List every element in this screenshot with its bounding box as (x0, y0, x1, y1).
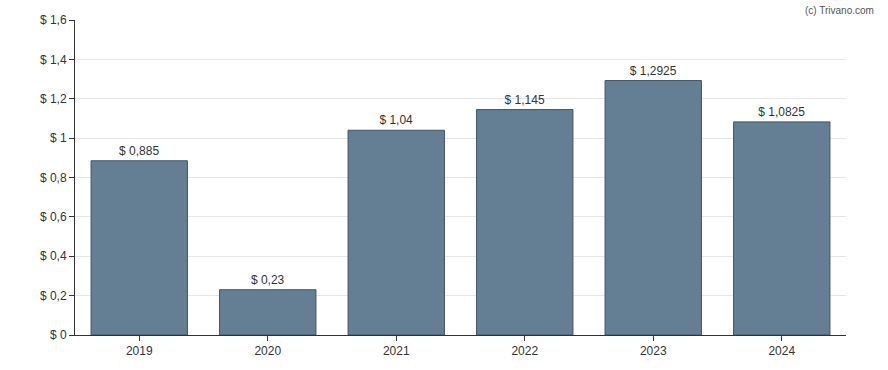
svg-text:2024: 2024 (768, 344, 795, 358)
svg-text:$ 1: $ 1 (50, 131, 67, 145)
svg-text:(c) Trivano.com: (c) Trivano.com (805, 5, 874, 16)
svg-text:$ 1,6: $ 1,6 (40, 13, 67, 27)
svg-text:2019: 2019 (126, 344, 153, 358)
svg-text:$ 1,2: $ 1,2 (40, 92, 67, 106)
svg-text:2021: 2021 (383, 344, 410, 358)
svg-text:$ 0,6: $ 0,6 (40, 210, 67, 224)
svg-text:$ 1,04: $ 1,04 (379, 113, 413, 127)
svg-text:$ 1,0825: $ 1,0825 (758, 105, 805, 119)
svg-text:$ 0: $ 0 (50, 328, 67, 342)
svg-text:$ 0,2: $ 0,2 (40, 289, 67, 303)
svg-text:$ 0,23: $ 0,23 (251, 273, 285, 287)
svg-text:$ 1,4: $ 1,4 (40, 53, 67, 67)
svg-text:2022: 2022 (511, 344, 538, 358)
svg-text:$ 0,8: $ 0,8 (40, 171, 67, 185)
svg-text:$ 1,145: $ 1,145 (505, 93, 545, 107)
svg-text:2020: 2020 (254, 344, 281, 358)
svg-text:$ 0,885: $ 0,885 (119, 144, 159, 158)
svg-text:$ 1,2925: $ 1,2925 (630, 64, 677, 78)
svg-text:$ 0,4: $ 0,4 (40, 249, 67, 263)
svg-text:2023: 2023 (640, 344, 667, 358)
